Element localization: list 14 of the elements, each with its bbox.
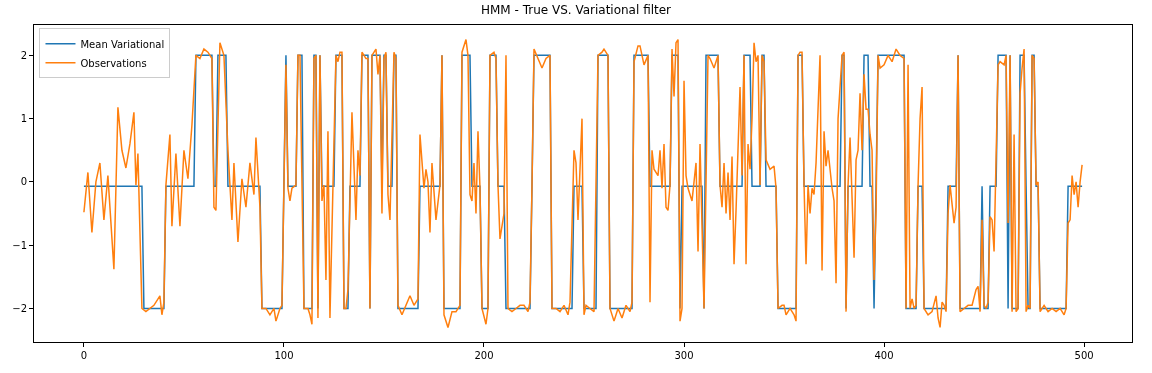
x-tick-label: 100 — [274, 350, 294, 361]
chart-title: HMM - True VS. Variational filter — [480, 2, 672, 17]
y-tick-label: 1 — [20, 113, 27, 125]
x-tick-label: 500 — [1074, 350, 1094, 361]
x-tick-label: 0 — [80, 350, 88, 361]
y-tick-label: −1 — [12, 239, 27, 251]
legend-label: Observations — [80, 57, 147, 69]
y-tick-label: 0 — [20, 176, 27, 188]
x-tick-label: 200 — [474, 350, 494, 361]
legend-label: Mean Variational — [80, 38, 165, 50]
y-tick-label: −2 — [12, 302, 27, 314]
y-tick-label: 2 — [20, 49, 27, 61]
x-tick-label: 300 — [674, 350, 694, 361]
x-tick-label: 400 — [874, 350, 894, 361]
